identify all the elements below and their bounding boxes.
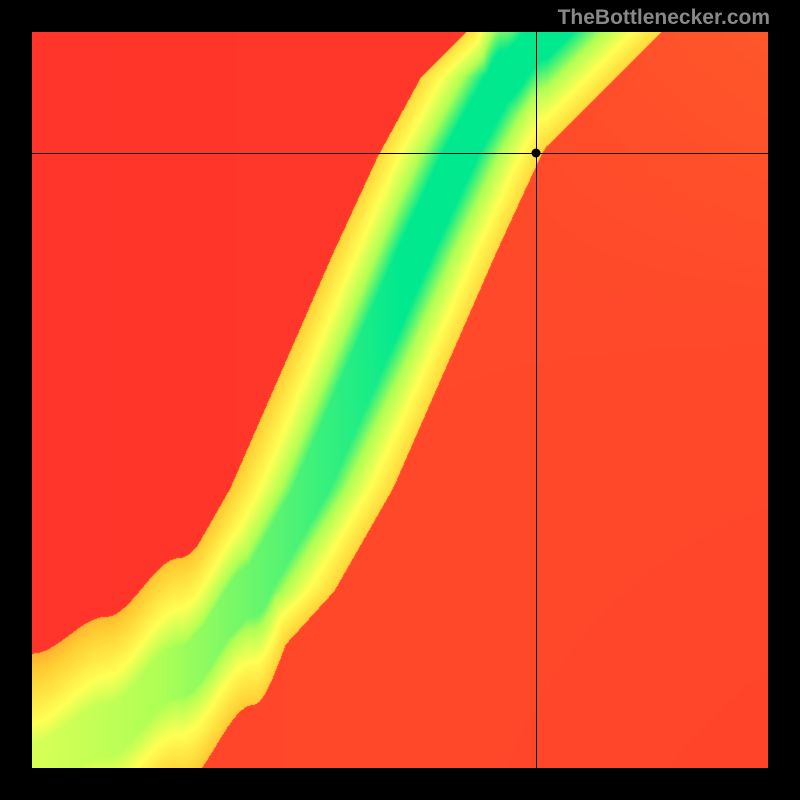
watermark-text: TheBottlenecker.com [558,6,770,30]
heatmap-chart [32,32,768,768]
crosshair-horizontal [32,153,768,154]
heatmap-canvas [32,32,768,768]
crosshair-vertical [536,32,537,768]
crosshair-marker [532,149,541,158]
